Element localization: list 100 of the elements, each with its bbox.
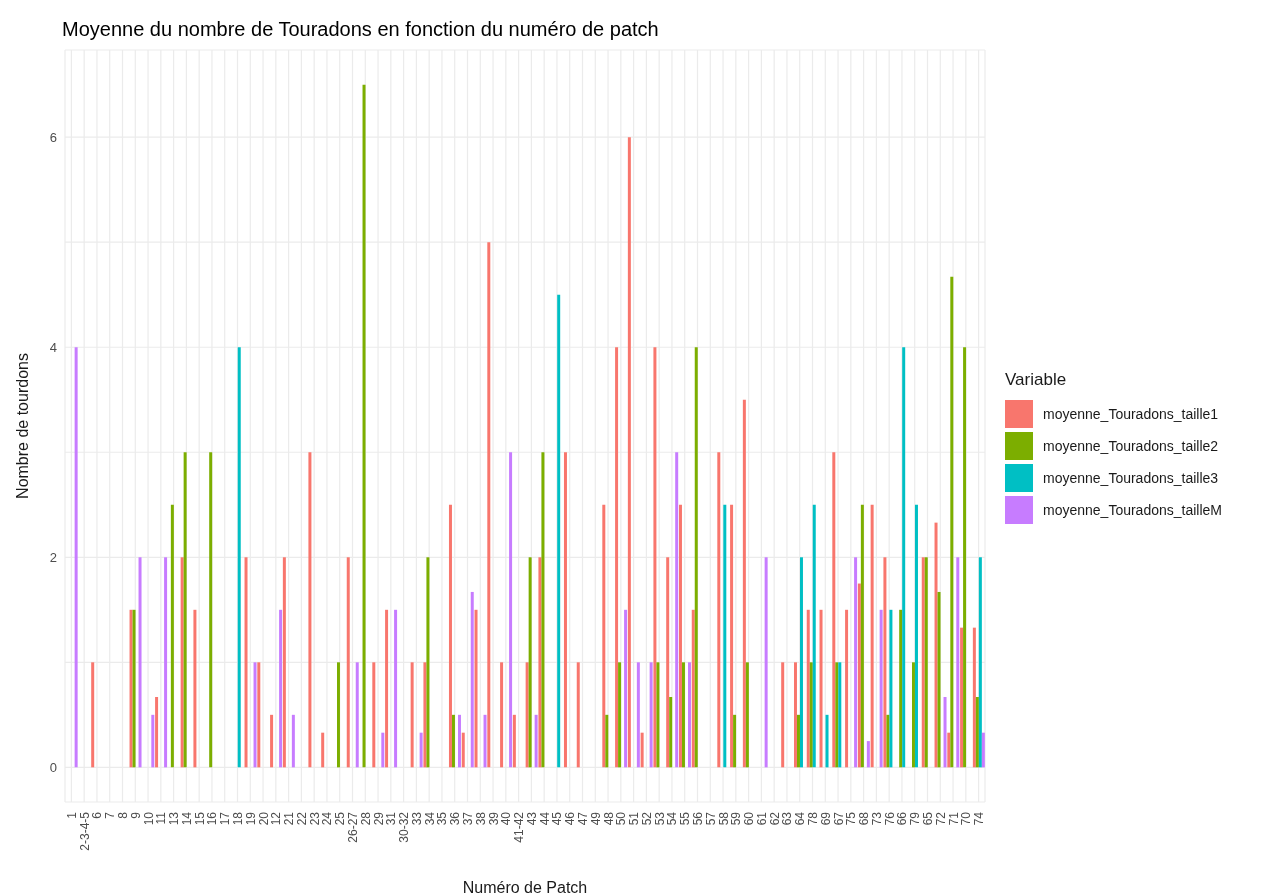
bar xyxy=(857,583,861,768)
x-tick-label: 17 xyxy=(218,811,233,826)
x-tick-label: 65 xyxy=(921,811,936,826)
bar xyxy=(336,662,340,768)
x-tick-label: 15 xyxy=(192,811,207,826)
bar xyxy=(963,347,967,768)
legend-label: moyenne_Touradons_tailleM xyxy=(1043,501,1222,518)
bar xyxy=(889,609,893,768)
bar xyxy=(541,452,545,768)
bar xyxy=(253,662,257,768)
bar xyxy=(183,452,187,768)
bar xyxy=(355,662,359,768)
bar xyxy=(164,557,168,768)
x-tick-label: 54 xyxy=(665,811,680,826)
x-tick-label: 76 xyxy=(882,811,897,826)
bar xyxy=(500,662,504,768)
bar xyxy=(653,347,657,768)
bar xyxy=(975,696,979,768)
x-tick-label: 2-3-4-5 xyxy=(77,811,92,851)
bar xyxy=(624,609,628,768)
y-axis-title: Nombre de tourdons xyxy=(13,353,31,499)
x-tick-label: 73 xyxy=(869,811,884,826)
x-tick-label: 8 xyxy=(116,811,131,819)
bar xyxy=(563,452,567,768)
bar xyxy=(742,399,746,768)
bar xyxy=(180,557,184,768)
bar xyxy=(825,714,829,768)
bar xyxy=(914,504,918,768)
bar xyxy=(394,609,398,768)
bar xyxy=(291,714,295,768)
x-tick-label: 71 xyxy=(946,811,961,826)
x-tick-label: 33 xyxy=(409,811,424,826)
bar xyxy=(947,732,951,768)
bar xyxy=(483,714,487,768)
bar xyxy=(911,662,915,768)
legend-title: Variable xyxy=(1005,369,1068,390)
bar xyxy=(972,627,976,768)
x-tick-label: 40 xyxy=(499,811,514,826)
bar xyxy=(509,452,513,768)
bar xyxy=(886,714,890,768)
bar xyxy=(487,242,491,768)
bar xyxy=(934,522,938,768)
bar xyxy=(981,732,985,768)
x-tick-label: 63 xyxy=(780,811,795,826)
x-tick-label: 18 xyxy=(231,811,246,826)
bar xyxy=(870,504,874,768)
x-tick-label: 52 xyxy=(639,811,654,826)
x-tick-label: 22 xyxy=(294,811,309,826)
bar xyxy=(717,452,721,768)
x-tick-label: 28 xyxy=(358,811,373,826)
y-tick-label: 2 xyxy=(49,549,57,565)
bar xyxy=(372,662,376,768)
x-tick-label: 21 xyxy=(282,811,297,826)
x-axis-title: Numéro de Patch xyxy=(462,879,588,895)
x-tick-label: 7 xyxy=(103,811,118,819)
x-tick-label: 23 xyxy=(307,811,322,826)
x-tick-label: 61 xyxy=(754,811,769,826)
x-tick-label: 68 xyxy=(857,811,872,826)
bar xyxy=(244,557,248,768)
bar xyxy=(640,732,644,768)
bar xyxy=(448,504,452,768)
x-tick-label: 11 xyxy=(154,811,169,825)
bar xyxy=(978,557,982,768)
bar xyxy=(618,662,622,768)
bar xyxy=(781,662,785,768)
x-tick-label: 58 xyxy=(716,811,731,826)
x-tick-label: 16 xyxy=(205,811,220,826)
x-tick-label: 49 xyxy=(588,811,603,826)
chart-title: Moyenne du nombre de Touradons en fonction du numéro de patch xyxy=(62,18,659,41)
x-tick-label: 13 xyxy=(167,811,182,826)
x-tick-label: 64 xyxy=(793,811,808,826)
bar xyxy=(257,662,261,768)
bar xyxy=(799,557,803,768)
bar xyxy=(451,714,455,768)
x-tick-label: 50 xyxy=(614,811,629,826)
bar xyxy=(730,504,734,768)
x-tick-label: 30-32 xyxy=(397,811,412,843)
x-tick-label: 36 xyxy=(448,811,463,826)
bar xyxy=(346,557,350,768)
x-tick-label: 19 xyxy=(243,811,258,826)
bar xyxy=(796,714,800,768)
bar xyxy=(138,557,142,768)
x-tick-label: 79 xyxy=(908,811,923,826)
x-tick-label: 14 xyxy=(179,811,194,826)
x-tick-label: 66 xyxy=(895,811,910,826)
bar xyxy=(605,714,609,768)
x-tick-label: 12 xyxy=(269,811,284,826)
x-tick-label: 59 xyxy=(729,811,744,826)
bar xyxy=(423,662,427,768)
bar xyxy=(681,662,685,768)
bar xyxy=(279,609,283,768)
bar xyxy=(636,662,640,768)
bar xyxy=(669,696,673,768)
bar xyxy=(854,557,858,768)
bar xyxy=(687,662,691,768)
bar xyxy=(694,347,698,768)
x-tick-label: 78 xyxy=(806,811,821,826)
bar xyxy=(237,347,241,768)
bar xyxy=(950,276,954,768)
x-tick-label: 45 xyxy=(550,811,565,826)
